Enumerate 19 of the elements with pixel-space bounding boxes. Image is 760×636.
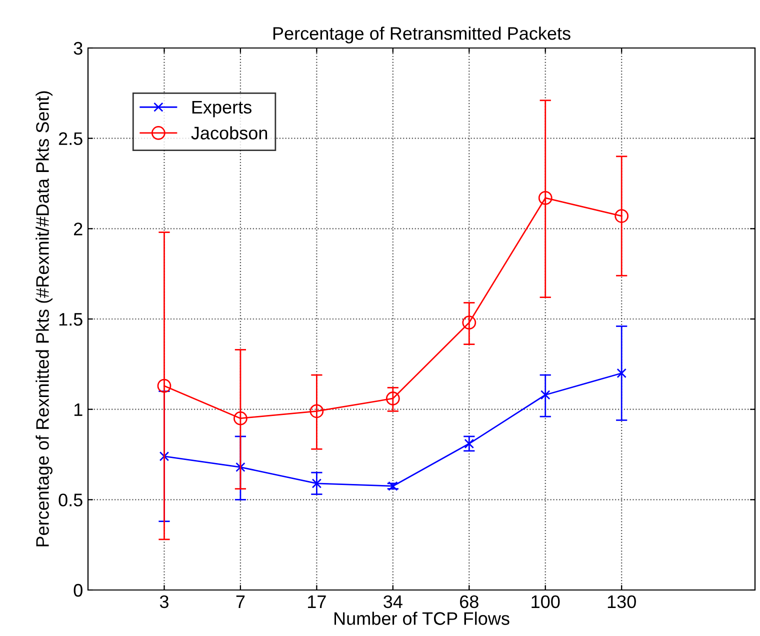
y-tick-label: 0 — [74, 584, 82, 597]
x-tick-label: 3 — [160, 595, 168, 608]
x-tick-label: 130 — [608, 595, 636, 608]
x-axis-title: Number of TCP Flows — [334, 612, 510, 625]
x-tick-label: 34 — [384, 595, 402, 608]
x-tick-label: 68 — [460, 595, 478, 608]
y-tick-label: 1.5 — [59, 313, 82, 326]
y-tick-label: 2.5 — [58, 132, 82, 146]
x-tick-label: 100 — [532, 595, 560, 608]
y-axis-title: Percentage of Rexmitted Pkts (#Rexmit/#Data Pkts Sent) — [36, 91, 52, 546]
x-tick-label: 7 — [236, 596, 245, 608]
y-tick-label: 0.5 — [58, 494, 82, 506]
legend-label: Jacobson — [191, 126, 268, 140]
legend-label: Experts — [192, 101, 252, 118]
x-tick-label: 17 — [308, 596, 326, 608]
y-tick-label: 1 — [74, 403, 82, 416]
y-tick-label: 3 — [74, 42, 82, 55]
y-tick-label: 2 — [74, 222, 82, 236]
chart-title: Percentage of Retransmitted Packets — [273, 26, 570, 44]
